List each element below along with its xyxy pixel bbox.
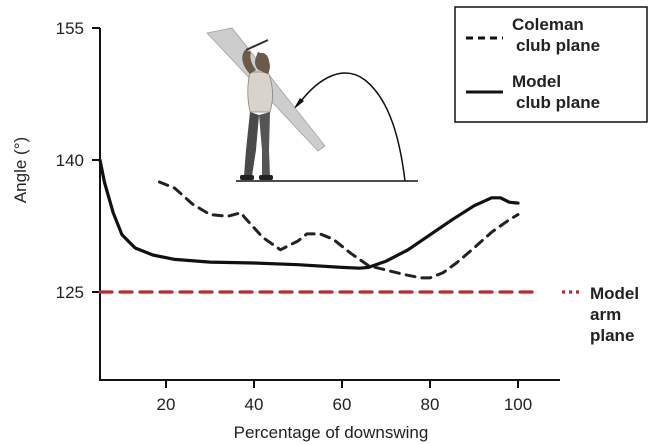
legend-box bbox=[454, 6, 648, 123]
x-tick-label: 80 bbox=[421, 395, 440, 414]
model-club-plane-line bbox=[98, 158, 520, 270]
arm-plane-label-1: Model bbox=[590, 284, 639, 303]
x-ticks: 20 40 60 80 100 bbox=[157, 380, 532, 414]
legend-label-model-1: Model bbox=[512, 72, 561, 91]
legend-label-coleman-1: Coleman bbox=[512, 15, 584, 34]
swing-arc bbox=[297, 72, 406, 182]
x-tick-label: 100 bbox=[504, 395, 532, 414]
x-axis-title: Percentage of downswing bbox=[234, 423, 429, 442]
x-tick-label: 40 bbox=[245, 395, 264, 414]
y-axis-title: Angle (°) bbox=[11, 137, 30, 203]
golfer-figure bbox=[240, 39, 273, 180]
legend-label-model-2: club plane bbox=[516, 93, 600, 112]
arm-plane-label-3: plane bbox=[590, 326, 634, 345]
legend-label-coleman-2: club plane bbox=[516, 36, 600, 55]
y-ticks: 125 140 155 bbox=[56, 19, 100, 302]
arrow-head bbox=[293, 98, 304, 110]
arm-plane-label-2: arm bbox=[590, 305, 621, 324]
golfer-swing-plane-icon bbox=[206, 27, 418, 182]
y-tick-label: 155 bbox=[56, 19, 84, 38]
y-tick-label: 140 bbox=[56, 151, 84, 170]
x-tick-label: 60 bbox=[333, 395, 352, 414]
x-tick-label: 20 bbox=[157, 395, 176, 414]
y-tick-label: 125 bbox=[56, 283, 84, 302]
coleman-club-plane-line bbox=[157, 180, 520, 280]
series-layer bbox=[98, 158, 582, 294]
